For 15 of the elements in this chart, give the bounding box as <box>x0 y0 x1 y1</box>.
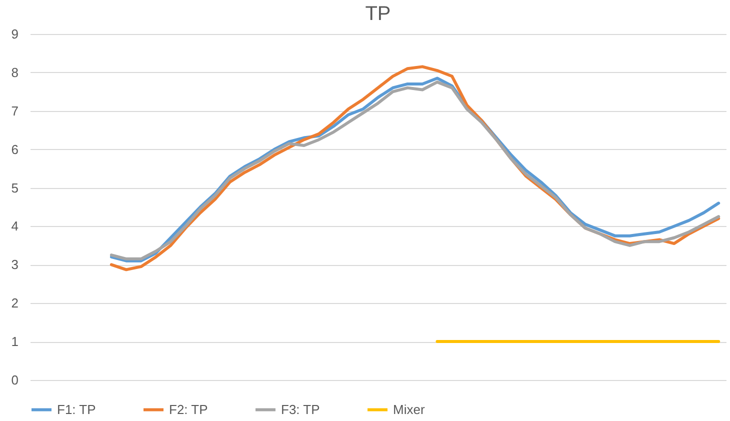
legend-label: F1: TP <box>57 402 96 417</box>
y-tick-label: 3 <box>11 257 18 272</box>
y-tick-label: 7 <box>11 103 18 118</box>
y-tick-label: 2 <box>11 296 18 311</box>
y-tick-label: 0 <box>11 372 18 388</box>
chart-title: TP <box>365 3 391 25</box>
y-tick-label: 8 <box>11 64 18 80</box>
y-tick-label: 9 <box>11 26 18 42</box>
legend-label: F3: TP <box>281 402 320 417</box>
y-tick-label: 5 <box>11 180 18 196</box>
y-tick-label: 4 <box>11 218 18 234</box>
legend-label: Mixer <box>393 402 426 417</box>
y-tick-label: 6 <box>11 142 18 157</box>
y-tick-label: 1 <box>11 334 18 350</box>
legend-label: F2: TP <box>169 402 208 417</box>
